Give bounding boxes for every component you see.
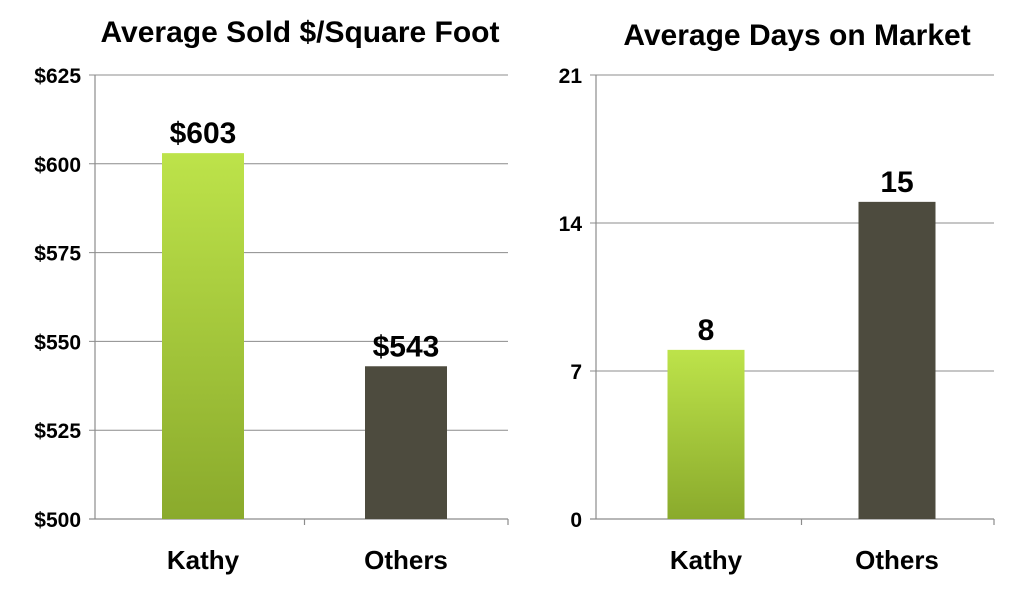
y-tick-label: 21 <box>559 65 583 88</box>
bar-others <box>858 201 936 519</box>
x-tick-label: Others <box>364 545 448 575</box>
y-tick-label: 14 <box>559 213 583 236</box>
x-tick-label: Kathy <box>670 545 743 575</box>
bar-kathy <box>162 153 244 520</box>
y-tick-label: $625 <box>34 65 81 88</box>
x-tick-label: Kathy <box>167 545 240 575</box>
y-tick-label: $550 <box>34 331 81 354</box>
bar-others <box>365 366 447 519</box>
data-label: $543 <box>373 330 440 363</box>
y-tick-label: $600 <box>34 154 81 177</box>
data-label: 8 <box>698 314 715 347</box>
days-on-market-chart: Average Days on Market 8 15 0 7 14 21 Kathy Ot… <box>559 19 995 575</box>
data-label: 15 <box>880 166 913 199</box>
chart-title: Average Sold $/Square Foot <box>101 16 500 49</box>
chart-title: Average Days on Market <box>623 19 970 52</box>
sold-price-chart: Average Sold $/Square Foot $603 $543 $500… <box>34 16 509 575</box>
y-tick-label: 7 <box>570 361 582 384</box>
data-label: $603 <box>170 117 237 150</box>
y-tick-label: $575 <box>34 243 81 266</box>
bar-kathy <box>667 349 745 519</box>
x-tick-label: Others <box>855 545 939 575</box>
y-tick-label: $525 <box>34 420 81 443</box>
y-tick-label: $500 <box>34 509 81 532</box>
y-tick-label: 0 <box>570 509 582 532</box>
